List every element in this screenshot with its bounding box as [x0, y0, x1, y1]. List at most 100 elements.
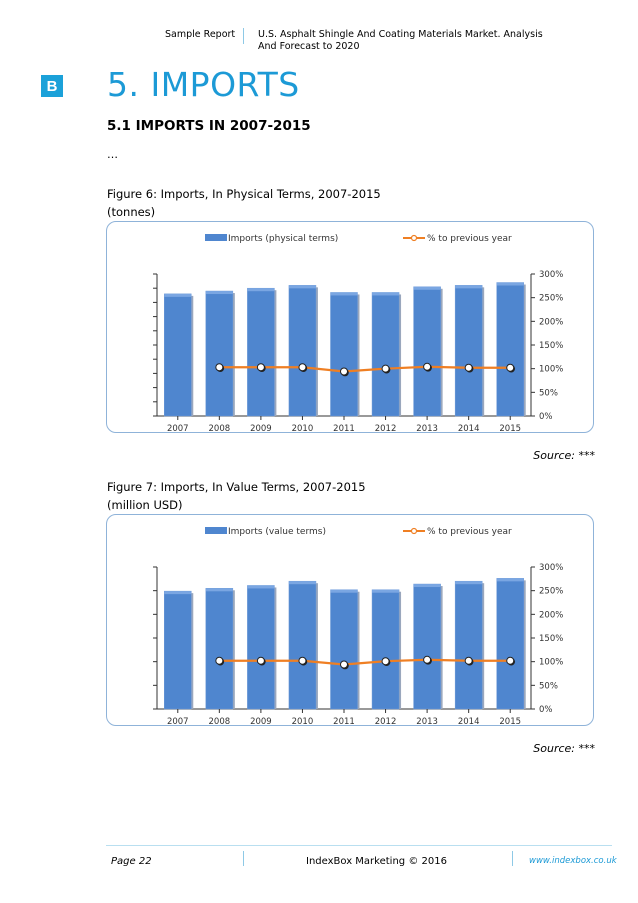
bar-top-highlight — [372, 292, 400, 296]
figure-6-caption: Figure 6: Imports, In Physical Terms, 20… — [107, 185, 381, 221]
x-tick-label: 2010 — [292, 717, 314, 725]
subsection-title: 5.1 IMPORTS IN 2007-2015 — [107, 118, 311, 134]
header-report-type: Sample Report — [165, 29, 236, 40]
x-tick-label: 2012 — [375, 424, 397, 432]
line-point — [506, 363, 515, 372]
bar — [330, 292, 358, 417]
legend-swatch-bar — [205, 234, 227, 241]
bar — [247, 287, 275, 417]
bar-top-highlight — [288, 581, 316, 585]
y-right-tick-label: 200% — [539, 317, 563, 327]
bar — [454, 285, 483, 417]
y-right-tick-label: 150% — [539, 341, 563, 351]
line-point — [215, 363, 224, 372]
x-tick-label: 2010 — [292, 424, 314, 432]
bar — [496, 578, 524, 710]
x-tick-label: 2007 — [167, 717, 189, 725]
bar — [205, 588, 234, 710]
figure-7-source: Source: *** — [533, 742, 595, 755]
footer-separator — [243, 851, 244, 866]
footer-website-link[interactable]: www.indexbox.co.uk — [529, 856, 617, 866]
figure-6-title: Figure 6: Imports, In Physical Terms, 20… — [107, 187, 381, 201]
figure-7-chart: Imports (value terms) % to previous year 0… — [106, 514, 594, 726]
chart-legend: Imports (physical terms) % to previous ye… — [205, 234, 512, 244]
header-divider — [243, 28, 244, 44]
bar-top-highlight — [330, 292, 358, 296]
bar — [288, 580, 317, 710]
bar — [371, 292, 400, 417]
x-tick-label: 2013 — [416, 424, 438, 432]
x-tick-label: 2013 — [416, 717, 438, 725]
bar-top-highlight — [413, 584, 441, 588]
bar — [205, 290, 234, 417]
line-point — [381, 364, 390, 373]
line-series — [219, 658, 511, 666]
bar-top-highlight — [247, 585, 275, 589]
bar-top-highlight — [288, 285, 316, 289]
y-right-tick-label: 150% — [539, 634, 563, 644]
body-text-ellipsis: … — [107, 148, 118, 161]
bar-top-highlight — [496, 578, 524, 582]
figure-7-chart-svg: Imports (value terms) % to previous year 0… — [153, 527, 563, 725]
y-right-tick-label: 0% — [539, 705, 553, 715]
x-tick-label: 2007 — [167, 424, 189, 432]
line-point — [381, 657, 390, 666]
y-right-tick-label: 100% — [539, 658, 563, 668]
footer-separator — [512, 851, 513, 866]
section-badge-icon: B — [41, 75, 63, 97]
y-right-tick-label: 250% — [539, 587, 563, 597]
footer-divider-line — [106, 845, 612, 846]
legend-label-line: % to previous year — [427, 527, 512, 537]
bar — [164, 293, 192, 417]
figure-7-caption: Figure 7: Imports, In Value Terms, 2007-… — [107, 478, 366, 514]
figure-6-chart-svg: Imports (physical terms) % to previous ye… — [153, 234, 563, 432]
y-right-tick-label: 0% — [539, 412, 553, 422]
bar-top-highlight — [496, 282, 524, 286]
bar — [454, 580, 483, 710]
bar — [413, 286, 441, 417]
figure-6-chart: Imports (physical terms) % to previous ye… — [106, 221, 594, 433]
bar — [330, 589, 358, 710]
line-point — [256, 363, 265, 372]
bar-top-highlight — [372, 589, 400, 593]
section-title: 5. IMPORTS — [107, 65, 300, 104]
line-point — [298, 363, 307, 372]
bar-top-highlight — [455, 285, 483, 289]
line-point — [423, 655, 432, 664]
x-tick-label: 2014 — [458, 424, 480, 432]
figure-7-title: Figure 7: Imports, In Value Terms, 2007-… — [107, 480, 366, 494]
bar-top-highlight — [455, 581, 483, 585]
line-point — [340, 660, 348, 669]
line-point — [464, 363, 473, 372]
legend-label-bar: Imports (physical terms) — [228, 234, 338, 244]
line-series — [219, 365, 511, 373]
figure-6-source: Source: *** — [533, 449, 595, 462]
line-point — [298, 656, 307, 665]
bar-top-highlight — [330, 589, 358, 593]
header-report-title: U.S. Asphalt Shingle And Coating Materia… — [258, 29, 543, 52]
chart-legend: Imports (value terms) % to previous year — [205, 527, 512, 537]
legend-label-line: % to previous year — [427, 234, 512, 244]
legend-swatch-bar — [205, 527, 227, 534]
bar — [413, 583, 441, 710]
bar — [496, 282, 524, 417]
bar — [164, 590, 192, 710]
bar-top-highlight — [413, 286, 441, 290]
x-tick-label: 2014 — [458, 717, 480, 725]
x-tick-label: 2008 — [209, 717, 231, 725]
figure-6-unit: (tonnes) — [107, 205, 156, 219]
x-tick-label: 2011 — [333, 424, 355, 432]
line-point — [215, 656, 224, 665]
x-tick-label: 2015 — [499, 717, 521, 725]
figure-7-unit: (million USD) — [107, 498, 183, 512]
y-right-tick-label: 300% — [539, 270, 563, 280]
bar — [371, 589, 400, 710]
line-point — [506, 656, 515, 665]
legend-marker-line — [410, 527, 418, 535]
y-right-tick-label: 300% — [539, 563, 563, 573]
bar-top-highlight — [247, 288, 275, 292]
footer-copyright: IndexBox Marketing © 2016 — [306, 856, 447, 867]
y-right-tick-label: 200% — [539, 610, 563, 620]
legend-marker-line — [410, 234, 418, 242]
bar-top-highlight — [205, 588, 233, 592]
